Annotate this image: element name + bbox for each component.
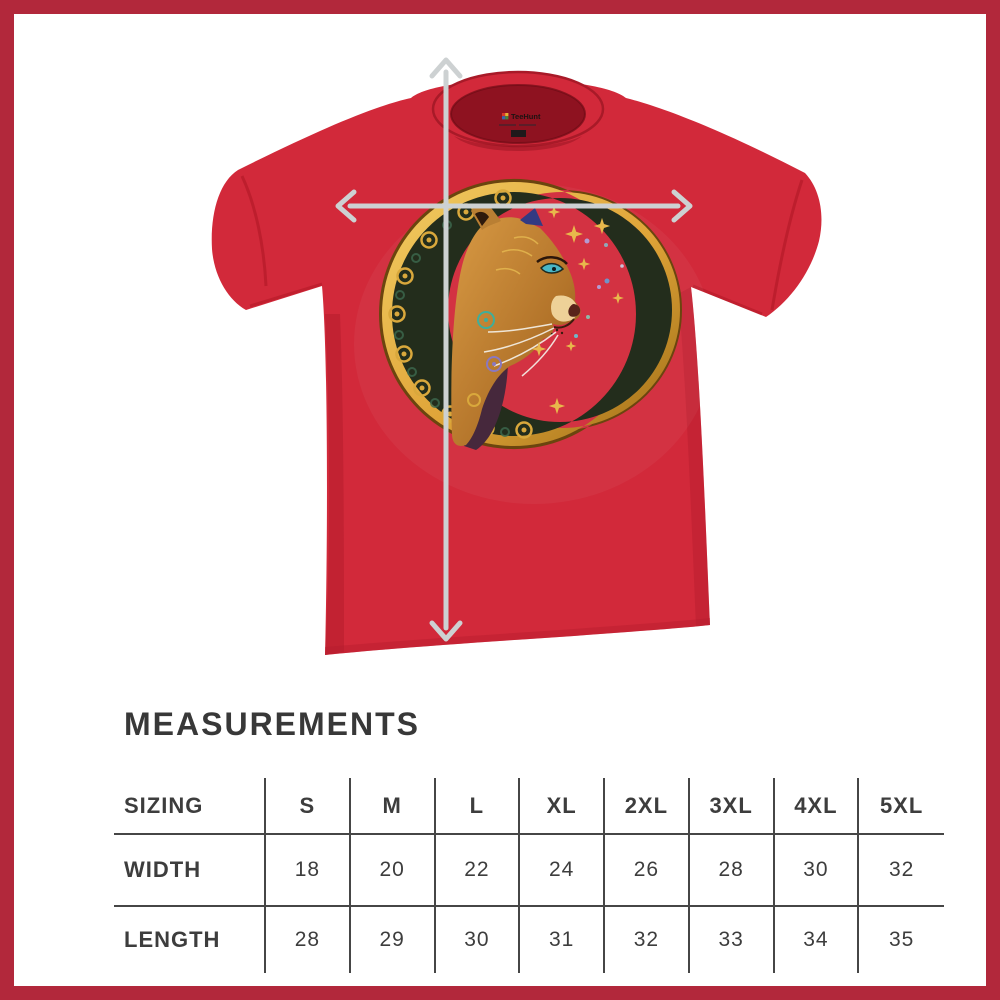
size-col-m: M <box>350 778 436 835</box>
length-arrow <box>429 57 463 642</box>
size-col-4xl: 4XL <box>774 778 860 835</box>
collar: TeeHunt <box>431 70 605 151</box>
sizing-table: SIZING S M L XL 2XL 3XL 4XL 5XL WIDTH 18… <box>114 778 944 973</box>
width-xl: 24 <box>520 835 605 907</box>
width-row-label: WIDTH <box>114 835 266 907</box>
cougar-head-graphic <box>451 204 581 450</box>
size-col-2xl: 2XL <box>605 778 690 835</box>
length-s: 28 <box>266 907 351 973</box>
width-arrow <box>335 189 693 223</box>
tshirt-body <box>211 80 822 655</box>
width-s: 18 <box>266 835 351 907</box>
brand-tag-text: TeeHunt <box>511 112 541 121</box>
size-col-5xl: 5XL <box>859 778 944 835</box>
size-col-3xl: 3XL <box>689 778 775 835</box>
length-5xl: 35 <box>888 928 915 951</box>
length-4xl: 34 <box>775 907 860 973</box>
brand-tag: TeeHunt <box>499 112 541 137</box>
length-xl: 31 <box>520 907 605 973</box>
width-4xl: 30 <box>774 835 860 907</box>
sizing-header-label: SIZING <box>114 778 266 835</box>
length-l: 30 <box>436 907 521 973</box>
size-col-s: S <box>266 778 351 835</box>
tshirt-product-image: TeeHunt <box>211 57 822 655</box>
neck-filigree <box>467 311 502 407</box>
size-col-xl: XL <box>520 778 605 835</box>
page-title: MEASUREMENTS <box>124 706 421 742</box>
length-m: 29 <box>351 907 436 973</box>
length-row-label: LENGTH <box>114 907 266 973</box>
length-3xl: 33 <box>690 907 775 973</box>
size-col-l: L <box>435 778 521 835</box>
width-3xl: 28 <box>689 835 775 907</box>
width-l: 22 <box>435 835 521 907</box>
length-2xl: 32 <box>605 907 690 973</box>
width-2xl: 26 <box>605 835 690 907</box>
width-5xl: 32 <box>859 835 944 907</box>
width-m: 20 <box>350 835 436 907</box>
stars <box>531 205 624 415</box>
